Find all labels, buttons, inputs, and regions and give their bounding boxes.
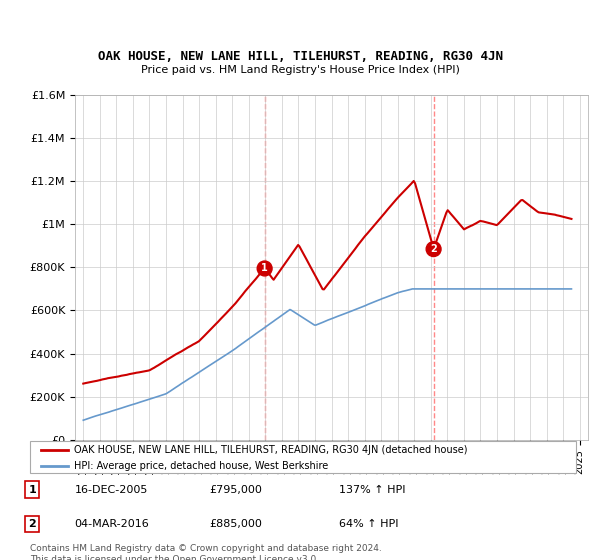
Text: 64% ↑ HPI: 64% ↑ HPI xyxy=(340,519,399,529)
Text: HPI: Average price, detached house, West Berkshire: HPI: Average price, detached house, West… xyxy=(74,461,328,471)
Text: 2: 2 xyxy=(28,519,36,529)
Text: 1: 1 xyxy=(28,484,36,494)
Text: 04-MAR-2016: 04-MAR-2016 xyxy=(74,519,149,529)
FancyBboxPatch shape xyxy=(30,441,576,473)
Text: Contains HM Land Registry data © Crown copyright and database right 2024.
This d: Contains HM Land Registry data © Crown c… xyxy=(30,544,382,560)
Text: 2: 2 xyxy=(430,244,437,254)
Text: Price paid vs. HM Land Registry's House Price Index (HPI): Price paid vs. HM Land Registry's House … xyxy=(140,65,460,75)
Text: OAK HOUSE, NEW LANE HILL, TILEHURST, READING, RG30 4JN: OAK HOUSE, NEW LANE HILL, TILEHURST, REA… xyxy=(97,49,503,63)
Text: OAK HOUSE, NEW LANE HILL, TILEHURST, READING, RG30 4JN (detached house): OAK HOUSE, NEW LANE HILL, TILEHURST, REA… xyxy=(74,445,467,455)
Text: 137% ↑ HPI: 137% ↑ HPI xyxy=(340,484,406,494)
Text: £795,000: £795,000 xyxy=(210,484,263,494)
Text: 16-DEC-2005: 16-DEC-2005 xyxy=(74,484,148,494)
Text: £885,000: £885,000 xyxy=(210,519,263,529)
Text: 1: 1 xyxy=(261,263,268,273)
